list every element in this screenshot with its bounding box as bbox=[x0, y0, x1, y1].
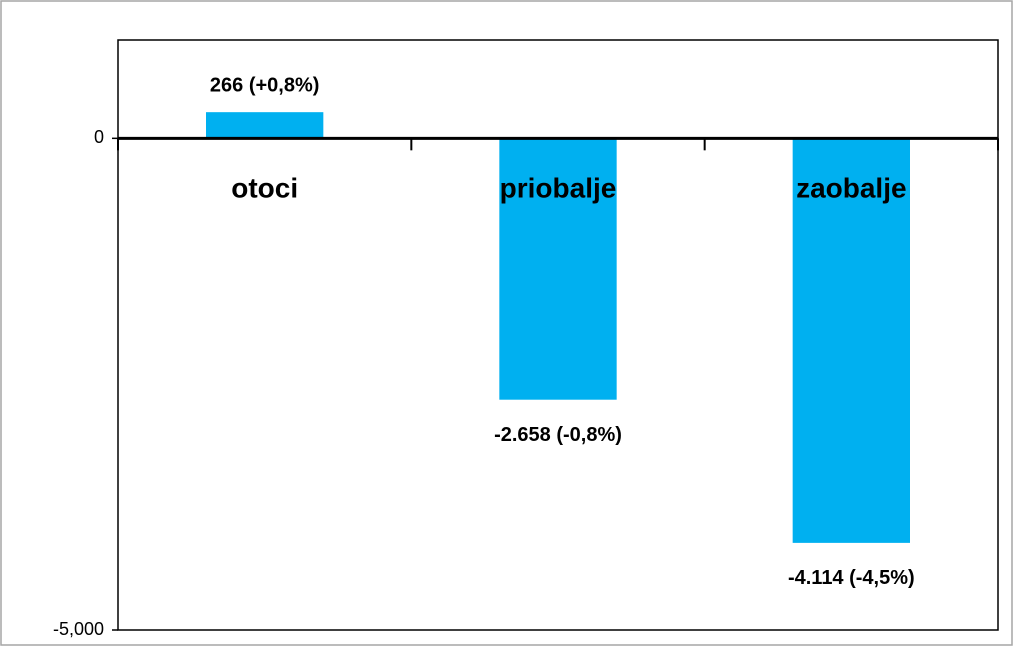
y-tick-label: -5,000 bbox=[53, 619, 104, 639]
x-tick-label: zaobalje bbox=[796, 173, 906, 204]
plot-area bbox=[117, 39, 999, 631]
bar bbox=[206, 112, 324, 139]
x-tick-label: otoci bbox=[231, 173, 298, 204]
value-label: -2.658 (-0,8%) bbox=[494, 424, 622, 446]
value-label: -4.114 (-4,5%) bbox=[788, 567, 915, 589]
value-label: 266 (+0,8%) bbox=[210, 74, 320, 96]
bar bbox=[499, 138, 617, 400]
y-tick-label: 0 bbox=[94, 127, 104, 147]
bar bbox=[792, 138, 910, 543]
x-tick-label: priobalje bbox=[500, 173, 617, 204]
